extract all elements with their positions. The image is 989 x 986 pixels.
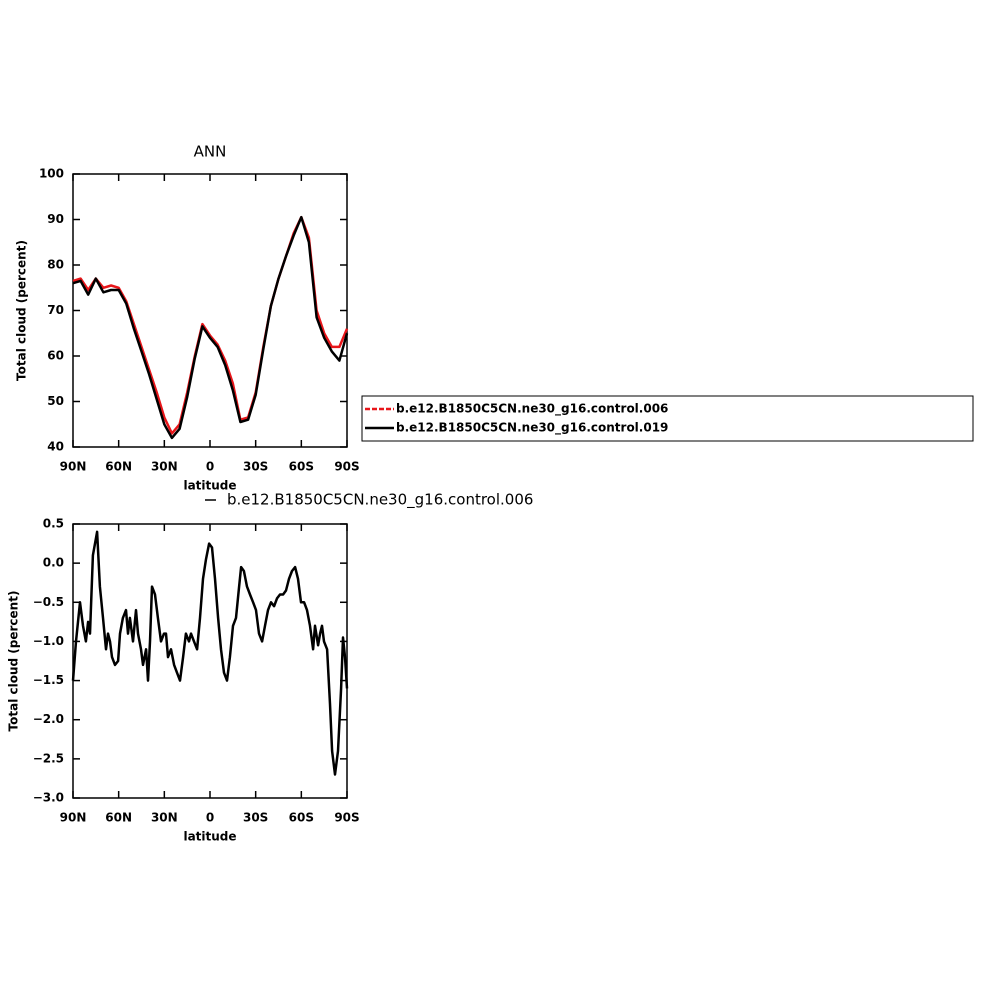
x-tick-label: 30N <box>151 811 178 825</box>
legend-box <box>361 395 974 442</box>
plot-frame <box>72 173 348 448</box>
y-tick-label: −2.0 <box>33 712 64 726</box>
y-tick-label: 0.0 <box>43 556 64 570</box>
x-tick-label: 60S <box>289 811 314 825</box>
chart-title: ANN <box>194 143 227 161</box>
y-tick-label: −2.5 <box>33 751 64 765</box>
y-tick-label: −1.5 <box>33 673 64 687</box>
x-axis-label: latitude <box>183 830 236 844</box>
y-axis-label: Total cloud (percent) <box>15 240 29 381</box>
legend-label: b.e12.B1850C5CN.ne30_g16.control.006 <box>227 491 533 510</box>
x-tick-label: 60N <box>105 460 132 474</box>
y-axis-label: Total cloud (percent) <box>7 591 21 732</box>
y-tick-label: 80 <box>47 258 64 272</box>
y-tick-label: −3.0 <box>33 791 64 805</box>
x-axis-label: latitude <box>183 479 236 493</box>
x-tick-label: 0 <box>206 460 214 474</box>
legend-label: b.e12.B1850C5CN.ne30_g16.control.006 <box>396 402 668 417</box>
x-tick-label: 60N <box>105 811 132 825</box>
y-tick-label: 40 <box>47 440 64 454</box>
y-tick-label: −0.5 <box>33 595 64 609</box>
legend-label: b.e12.B1850C5CN.ne30_g16.control.019 <box>396 421 668 436</box>
y-tick-label: 60 <box>47 349 64 363</box>
series-line <box>72 215 349 440</box>
x-tick-label: 90S <box>334 811 359 825</box>
y-tick-label: 0.5 <box>43 517 64 531</box>
y-tick-label: 70 <box>47 303 64 317</box>
x-tick-label: 90S <box>334 460 359 474</box>
y-tick-label: 50 <box>47 394 64 408</box>
x-tick-label: 90N <box>60 460 87 474</box>
x-tick-label: 30N <box>151 460 178 474</box>
x-tick-label: 0 <box>206 811 214 825</box>
y-tick-label: 90 <box>47 212 64 226</box>
x-tick-label: 30S <box>243 460 268 474</box>
x-tick-label: 30S <box>243 811 268 825</box>
x-tick-label: 60S <box>289 460 314 474</box>
x-tick-label: 90N <box>60 811 87 825</box>
y-tick-label: 100 <box>39 167 64 181</box>
y-tick-label: −1.0 <box>33 634 64 648</box>
series-line <box>71 530 349 776</box>
series-line <box>72 215 349 435</box>
